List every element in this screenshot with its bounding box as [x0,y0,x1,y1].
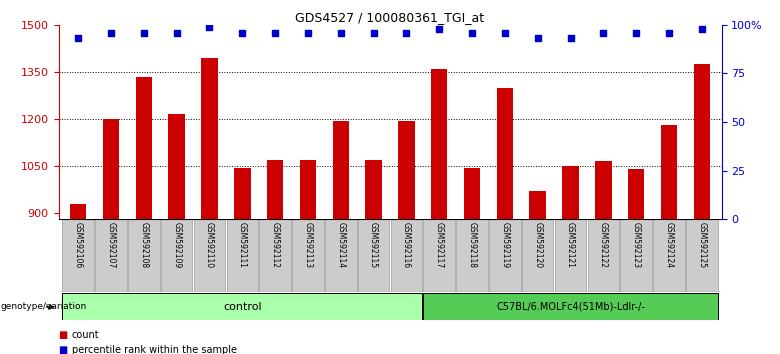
Point [400,30,413,35]
Bar [391,219,422,292]
Text: GSM592123: GSM592123 [632,222,640,268]
Bar [234,168,250,219]
Text: GSM592124: GSM592124 [665,222,673,268]
Text: GSM592114: GSM592114 [336,222,346,268]
Text: C57BL/6.MOLFc4(51Mb)-Ldlr-/-: C57BL/6.MOLFc4(51Mb)-Ldlr-/- [496,302,645,312]
Bar [358,219,389,292]
Bar [562,166,579,219]
Text: GSM592108: GSM592108 [140,222,148,268]
Bar [399,121,415,219]
Text: percentile rank within the sample: percentile rank within the sample [72,346,237,354]
Bar [628,169,644,219]
Bar [530,191,546,219]
Bar [136,76,152,219]
Bar [365,160,381,219]
Bar [431,69,448,219]
Bar [201,58,218,219]
Bar [595,161,612,219]
Bar [693,64,710,219]
Text: GSM592118: GSM592118 [467,222,477,268]
Text: GSM592119: GSM592119 [501,222,509,268]
Bar [620,219,652,292]
Bar [325,219,356,292]
Point [204,24,216,29]
Point [72,35,84,41]
Text: ■: ■ [58,330,68,339]
Point [498,30,511,35]
Text: GSM592110: GSM592110 [205,222,214,268]
Bar [103,119,119,219]
Bar [292,219,324,292]
Text: GSM592113: GSM592113 [303,222,313,268]
Text: GSM592109: GSM592109 [172,222,181,268]
Point [367,30,380,35]
Text: GSM592122: GSM592122 [599,222,608,268]
Text: GSM592112: GSM592112 [271,222,279,268]
Point [137,30,150,35]
Bar [193,219,225,292]
Bar [424,219,455,292]
Text: ■: ■ [58,346,68,354]
Bar [62,293,422,320]
Text: GSM592115: GSM592115 [369,222,378,268]
Point [335,30,347,35]
Point [269,30,282,35]
Bar [424,293,718,320]
Point [564,35,576,41]
Text: GSM592125: GSM592125 [697,222,707,268]
Text: GSM592106: GSM592106 [73,222,83,268]
Bar [70,204,87,219]
Point [597,30,610,35]
Text: GSM592111: GSM592111 [238,222,246,268]
Bar [161,219,193,292]
Bar [464,168,480,219]
Point [696,26,708,32]
Bar [661,125,677,219]
Bar [300,160,316,219]
Point [630,30,643,35]
Bar [62,219,94,292]
Point [433,26,445,32]
Bar [168,114,185,219]
Text: genotype/variation: genotype/variation [1,302,87,312]
Bar [128,219,160,292]
Bar [497,87,513,219]
Text: GSM592117: GSM592117 [434,222,444,268]
Text: GSM592121: GSM592121 [566,222,575,268]
Bar [555,219,587,292]
Bar [95,219,127,292]
Bar [267,160,283,219]
Point [663,30,675,35]
Text: GSM592116: GSM592116 [402,222,411,268]
Point [170,30,183,35]
Point [105,30,117,35]
Bar [587,219,619,292]
Text: control: control [223,302,261,312]
Bar [226,219,258,292]
Bar [260,219,291,292]
Bar [522,219,554,292]
Text: GSM592107: GSM592107 [107,222,115,268]
Bar [489,219,520,292]
Bar [456,219,488,292]
Point [236,30,249,35]
Bar [653,219,685,292]
Bar [686,219,718,292]
Text: GSM592120: GSM592120 [534,222,542,268]
Title: GDS4527 / 100080361_TGI_at: GDS4527 / 100080361_TGI_at [296,11,484,24]
Bar [332,121,349,219]
Point [302,30,314,35]
Point [466,30,478,35]
Text: count: count [72,330,99,339]
Point [531,35,544,41]
